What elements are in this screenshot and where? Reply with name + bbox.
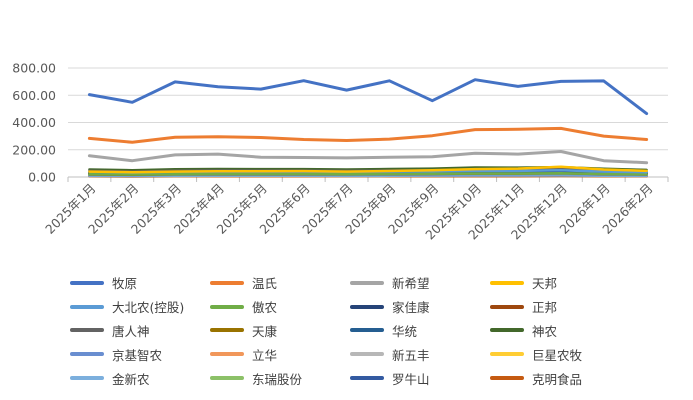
legend-item: 大北农(控股)	[70, 295, 210, 319]
legend-item: 克明食品	[490, 366, 630, 390]
legend-swatch	[70, 352, 104, 357]
legend-swatch	[350, 376, 384, 381]
legend-item: 华统	[350, 319, 490, 343]
legend-swatch	[490, 328, 524, 333]
legend-swatch	[490, 280, 524, 285]
legend-swatch	[350, 280, 384, 285]
legend-label: 唐人神	[112, 323, 150, 339]
legend-item: 新五丰	[350, 342, 490, 366]
legend-label: 傲农	[252, 300, 278, 316]
series-line-3	[87, 150, 649, 165]
y-tick-label: 600.00	[12, 88, 56, 103]
legend-swatch	[210, 352, 244, 357]
legend-label: 温氏	[252, 276, 278, 292]
legend-swatch	[210, 328, 244, 333]
y-tick-label: 200.00	[12, 142, 56, 157]
legend-item: 家佳康	[350, 295, 490, 319]
legend-swatch	[210, 280, 244, 285]
legend-swatch	[70, 328, 104, 333]
y-tick-label: 800.00	[12, 61, 56, 76]
legend-label: 新希望	[392, 276, 430, 292]
legend-label: 天邦	[532, 276, 558, 292]
legend-label: 华统	[392, 323, 418, 339]
legend-label: 神农	[532, 323, 558, 339]
legend-item: 金新农	[70, 366, 210, 390]
legend-swatch	[70, 304, 104, 309]
legend-item: 神农	[490, 319, 630, 343]
legend-item: 罗牛山	[350, 366, 490, 390]
series-line-6	[88, 171, 648, 176]
legend-item: 温氏	[210, 271, 350, 295]
legend-swatch	[210, 304, 244, 309]
chart-legend: 牧原 温氏 新希望 天邦大北农(控股) 傲农 家佳康 正邦唐人神 天康 华统 神农京基智农 立华 新五…	[70, 271, 680, 390]
legend-swatch	[490, 304, 524, 309]
series-line-1	[87, 78, 649, 116]
legend-label: 金新农	[112, 371, 150, 387]
legend-item: 唐人神	[70, 319, 210, 343]
legend-label: 天康	[252, 323, 278, 339]
series-line-2	[87, 126, 649, 144]
legend-label: 大北农(控股)	[112, 300, 185, 316]
legend-label: 罗牛山	[392, 371, 430, 387]
legend-swatch	[210, 376, 244, 381]
legend-label: 正邦	[532, 300, 558, 316]
legend-swatch	[70, 376, 104, 381]
series-line-4	[88, 165, 648, 174]
legend-label: 东瑞股份	[252, 371, 303, 387]
y-tick-label: 0.00	[28, 170, 56, 185]
legend-label: 巨星农牧	[532, 347, 583, 363]
legend-item: 立华	[210, 342, 350, 366]
legend-item: 牧原	[70, 271, 210, 295]
legend-item: 傲农	[210, 295, 350, 319]
legend-item: 巨星农牧	[490, 342, 630, 366]
legend-label: 克明食品	[532, 371, 583, 387]
legend-label: 新五丰	[392, 347, 430, 363]
legend-swatch	[70, 280, 104, 285]
legend-label: 京基智农	[112, 347, 163, 363]
legend-item: 天邦	[490, 271, 630, 295]
legend-grid: 牧原 温氏 新希望 天邦大北农(控股) 傲农 家佳康 正邦唐人神 天康 华统 神农京基智农 立华 新五…	[70, 271, 680, 390]
legend-swatch	[350, 328, 384, 333]
line-chart: 800.00600.00400.00200.000.002025年1月2025年…	[12, 61, 669, 243]
legend-item: 天康	[210, 319, 350, 343]
legend-label: 牧原	[112, 276, 138, 292]
legend-item: 京基智农	[70, 342, 210, 366]
legend-swatch	[350, 352, 384, 357]
legend-swatch	[490, 376, 524, 381]
legend-label: 立华	[252, 347, 278, 363]
legend-swatch	[350, 304, 384, 309]
y-tick-label: 400.00	[12, 115, 56, 130]
legend-item: 正邦	[490, 295, 630, 319]
legend-item: 东瑞股份	[210, 366, 350, 390]
legend-item: 新希望	[350, 271, 490, 295]
legend-label: 家佳康	[392, 300, 430, 316]
legend-swatch	[490, 352, 524, 357]
